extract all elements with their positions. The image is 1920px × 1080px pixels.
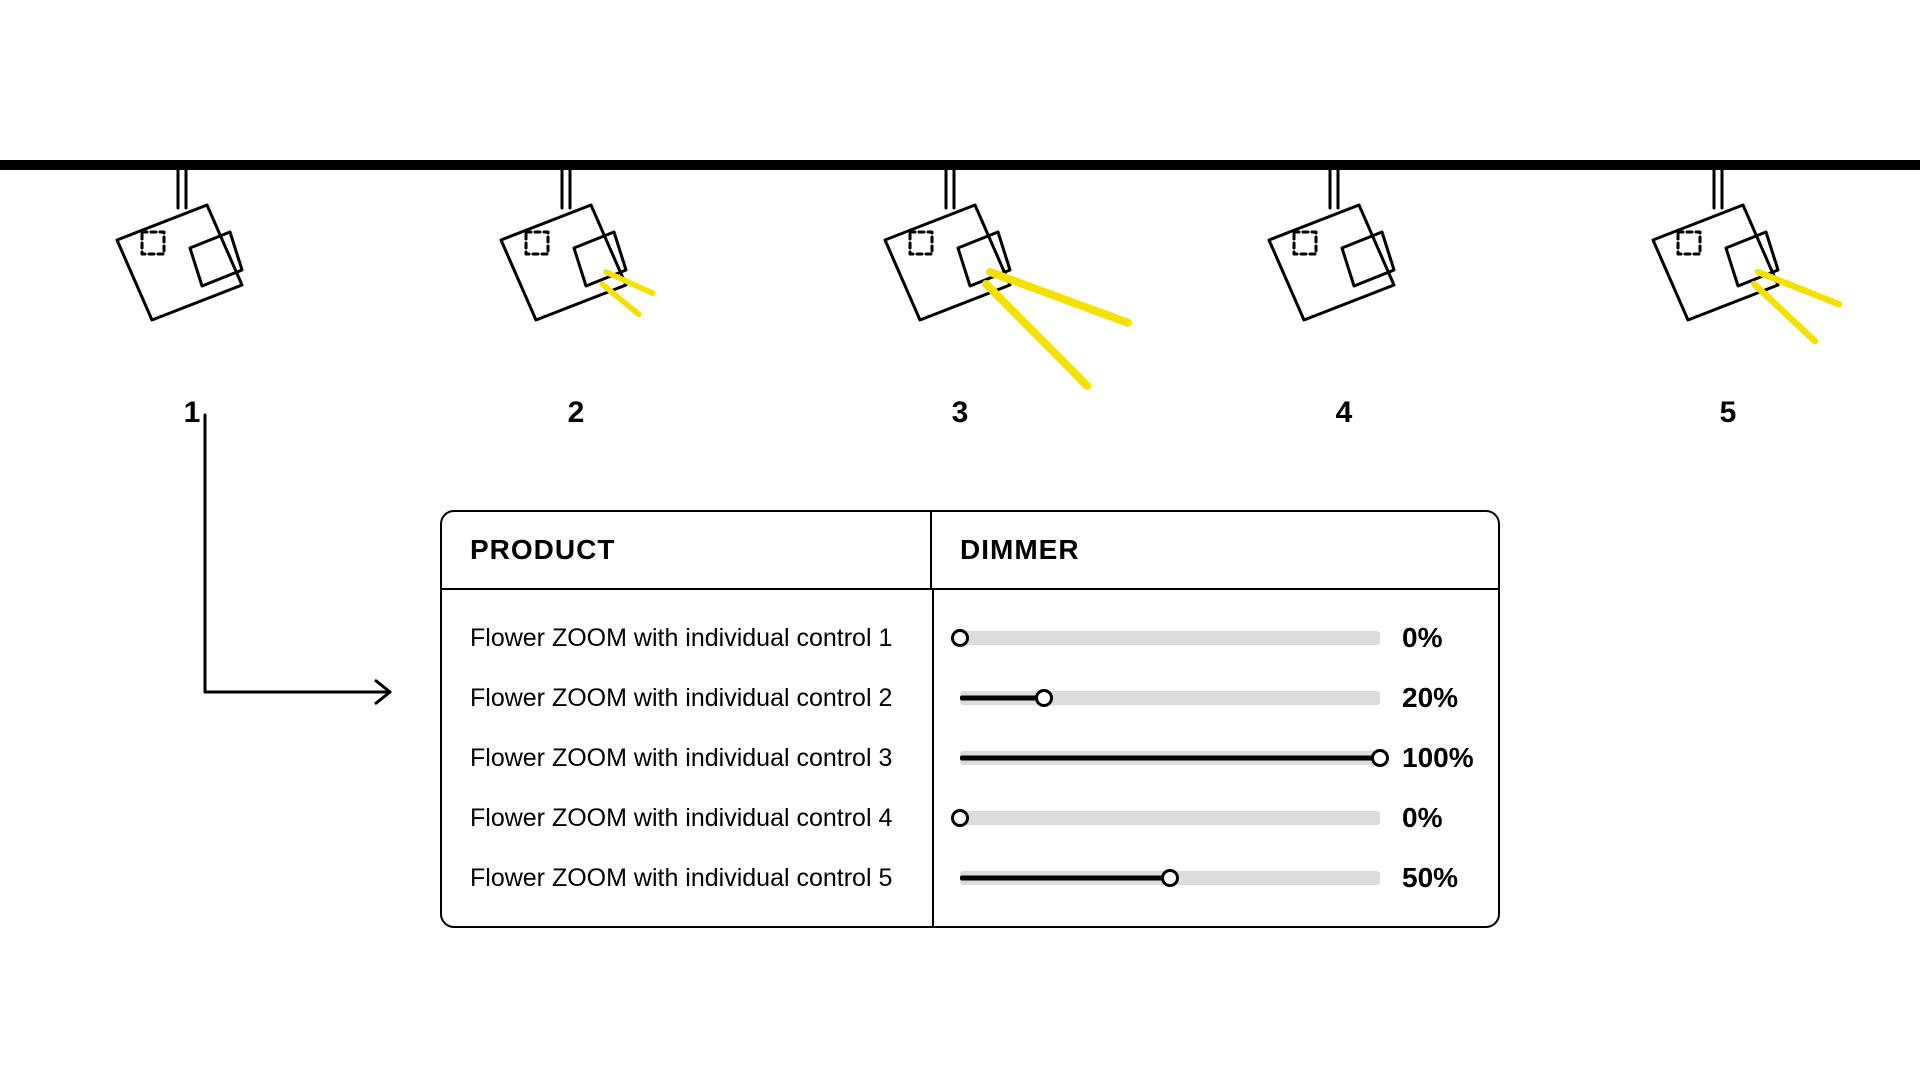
track-bar [0,160,1920,170]
spotlight-icon: 4 [1224,170,1464,430]
control-panel: PRODUCT DIMMER Flower ZOOM with individu… [440,510,1500,928]
dimmer-percent: 50% [1402,862,1492,894]
dimmer-slider[interactable] [960,871,1380,885]
spotlight-number: 2 [456,396,696,430]
dimmer-row: Flower ZOOM with individual control 1 0% [442,608,1498,668]
dimmer-row: Flower ZOOM with individual control 2 20% [442,668,1498,728]
product-name: Flower ZOOM with individual control 3 [442,744,932,773]
product-name: Flower ZOOM with individual control 5 [442,864,932,893]
dimmer-slider[interactable] [960,811,1380,825]
product-name: Flower ZOOM with individual control 2 [442,684,932,713]
connector-arrow [185,395,430,732]
panel-body: Flower ZOOM with individual control 10%F… [442,590,1498,926]
dimmer-slider[interactable] [960,631,1380,645]
slider-knob[interactable] [951,809,969,827]
dimmer-percent: 0% [1402,622,1492,654]
dimmer-cell: 20% [932,682,1520,714]
dimmer-row: Flower ZOOM with individual control 5 50% [442,848,1498,908]
dimmer-row: Flower ZOOM with individual control 4 0% [442,788,1498,848]
spotlight-icon: 3 [840,170,1080,430]
spotlight-icon: 2 [456,170,696,430]
slider-fill [960,756,1380,761]
slider-knob[interactable] [1035,689,1053,707]
slider-knob[interactable] [1161,869,1179,887]
dimmer-percent: 100% [1402,742,1492,774]
spotlight-number: 3 [840,396,1080,430]
dimmer-slider[interactable] [960,751,1380,765]
slider-knob[interactable] [951,629,969,647]
spotlight-number: 1 [72,396,312,430]
product-name: Flower ZOOM with individual control 1 [442,624,932,653]
panel-column-divider [932,590,934,926]
slider-knob[interactable] [1371,749,1389,767]
slider-fill [960,876,1170,881]
dimmer-slider[interactable] [960,691,1380,705]
diagram-stage: 1 2 3 [0,0,1920,1080]
spotlight-icon: 5 [1608,170,1848,430]
dimmer-row: Flower ZOOM with individual control 3 100… [442,728,1498,788]
spotlight-icon: 1 [72,170,312,430]
dimmer-percent: 20% [1402,682,1492,714]
dimmer-percent: 0% [1402,802,1492,834]
panel-header: PRODUCT DIMMER [442,512,1498,590]
slider-fill [960,696,1044,701]
dimmer-cell: 0% [932,622,1520,654]
dimmer-cell: 0% [932,802,1520,834]
spotlights-row: 1 2 3 [0,170,1920,430]
spotlight-number: 5 [1608,396,1848,430]
header-dimmer: DIMMER [932,512,1498,588]
dimmer-cell: 50% [932,862,1520,894]
header-product: PRODUCT [442,512,932,588]
spotlight-number: 4 [1224,396,1464,430]
product-name: Flower ZOOM with individual control 4 [442,804,932,833]
dimmer-cell: 100% [932,742,1520,774]
